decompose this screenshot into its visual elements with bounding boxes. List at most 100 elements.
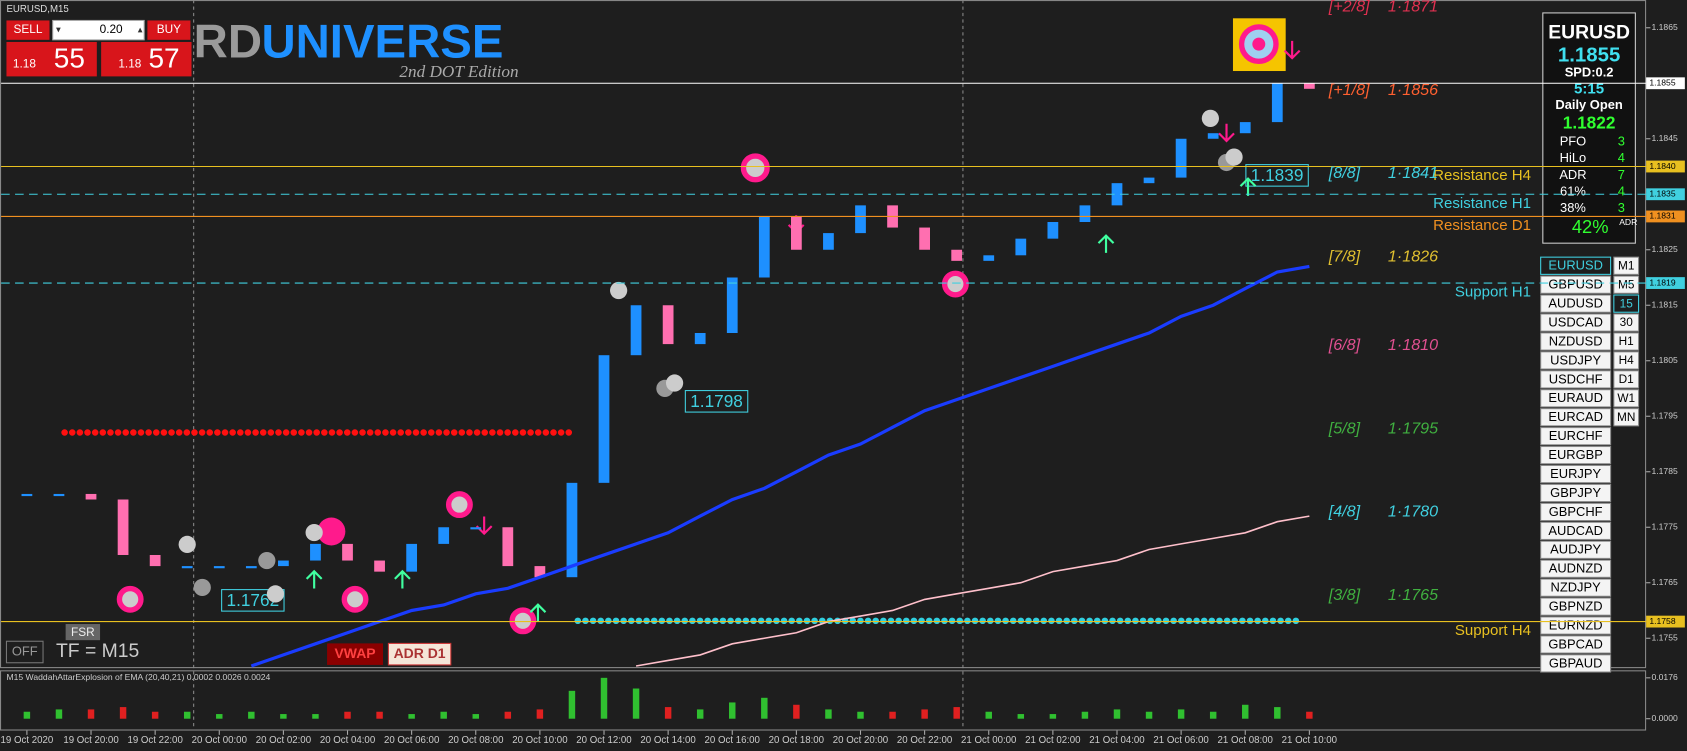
x-tick-label: 20 Oct 16:00 — [705, 735, 760, 746]
level-price-box — [1646, 277, 1685, 289]
symbol-button[interactable] — [1540, 351, 1612, 370]
murrey-label: [8/8] — [1328, 164, 1361, 182]
indicator-bar — [664, 707, 672, 719]
y-tick-label: 1.1805 — [1651, 355, 1678, 365]
symbol-button[interactable] — [1540, 313, 1612, 332]
candle — [1015, 238, 1027, 256]
symbol-button[interactable] — [1540, 370, 1612, 389]
tf-button[interactable] — [1613, 389, 1640, 408]
murrey-price: 1·1810 — [1388, 336, 1438, 354]
tf-button[interactable] — [1613, 275, 1640, 294]
indicator-bar — [568, 690, 576, 719]
symbol-label: AUDJPY — [1550, 542, 1601, 557]
signal-dot — [317, 517, 346, 546]
candle — [438, 527, 450, 544]
symbol-button[interactable] — [1540, 483, 1612, 503]
candle — [694, 333, 706, 345]
indicator-bar — [248, 711, 255, 719]
indicator-bar — [696, 709, 704, 719]
ask-box[interactable] — [101, 41, 192, 77]
indicator-bar — [151, 711, 159, 719]
info-box — [1542, 12, 1636, 244]
info-row-value: 7 — [1618, 167, 1625, 182]
candle — [1079, 205, 1091, 223]
info-adr-pct: 42% — [1572, 216, 1609, 237]
candle — [790, 216, 802, 250]
lot-field[interactable] — [52, 19, 145, 41]
symbol-label: EURGBP — [1548, 447, 1603, 462]
candle — [758, 216, 770, 278]
symbol-button[interactable] — [1540, 389, 1612, 408]
tf-label: H1 — [1619, 334, 1634, 348]
symbol-button[interactable] — [1540, 445, 1612, 465]
candle — [726, 277, 738, 334]
indicator-bar — [953, 707, 960, 719]
annotation: 1.1798 — [690, 391, 743, 411]
logo-edition: 2nd DOT Edition — [399, 62, 518, 81]
info-row-label: 38% — [1560, 200, 1586, 215]
indicator-bar — [408, 714, 415, 719]
symbol-button[interactable] — [1540, 332, 1612, 351]
symbol-button[interactable] — [1540, 597, 1612, 616]
signal-dot — [178, 535, 196, 554]
candle — [983, 255, 995, 261]
fsr-button[interactable] — [65, 624, 101, 641]
bid-box[interactable] — [6, 41, 97, 77]
symbol-button[interactable] — [1540, 635, 1612, 654]
y-tick-label: 1.1845 — [1651, 133, 1678, 143]
candle — [919, 227, 931, 250]
candle — [181, 566, 193, 569]
x-tick-label: 19 Oct 22:00 — [127, 735, 182, 746]
lot-spin: ▾ — [56, 25, 61, 36]
candle — [21, 493, 33, 497]
symbol-button[interactable] — [1540, 502, 1612, 522]
symbol-label: NZDUSD — [1549, 333, 1603, 348]
y-tick-label: 1.1815 — [1651, 300, 1678, 310]
symbol-button[interactable] — [1540, 540, 1612, 559]
symbol-button[interactable] — [1540, 427, 1612, 446]
ask-big: 1.18 — [118, 57, 141, 71]
candle — [310, 543, 321, 561]
tf-button[interactable] — [1613, 351, 1640, 370]
candle — [855, 205, 866, 234]
symbol-button[interactable] — [1540, 294, 1612, 313]
symbol-button[interactable] — [1540, 559, 1612, 578]
symbol-button[interactable] — [1540, 408, 1612, 427]
tf-button[interactable] — [1613, 370, 1640, 389]
symbol-label: GBPCAD — [1548, 636, 1603, 651]
signal-dot — [1252, 37, 1266, 51]
symbol-label: EURCHF — [1549, 428, 1603, 443]
symbol-button[interactable] — [1540, 256, 1612, 275]
info-row-label: 61% — [1560, 183, 1586, 198]
x-tick-label: 21 Oct 02:00 — [1025, 735, 1080, 746]
murrey-label: [6/8] — [1328, 336, 1361, 354]
buy-button[interactable] — [147, 20, 191, 40]
indicator-bar — [1209, 711, 1217, 719]
x-tick-label: 20 Oct 06:00 — [384, 735, 439, 746]
murrey-price: 1·1780 — [1388, 503, 1438, 521]
symbol-button[interactable] — [1540, 521, 1612, 541]
indicator-bar — [825, 709, 832, 719]
sell-button[interactable] — [6, 20, 50, 40]
vwap-button[interactable] — [327, 643, 384, 665]
off-button[interactable] — [5, 640, 44, 664]
tf-button[interactable] — [1613, 313, 1640, 332]
x-tick-label: 20 Oct 20:00 — [833, 735, 888, 746]
murrey-label: [5/8] — [1328, 419, 1361, 437]
symbol-button[interactable] — [1540, 578, 1612, 597]
tf-button[interactable] — [1613, 256, 1640, 275]
symbol-button[interactable] — [1540, 654, 1612, 673]
lot-spin: ▴ — [138, 25, 143, 36]
symbol-button[interactable] — [1540, 464, 1612, 484]
signal-dot — [941, 270, 969, 298]
tf-button[interactable] — [1613, 408, 1640, 427]
signal-dot — [1225, 148, 1243, 166]
indicator-bar — [440, 711, 447, 719]
up-arrow — [1097, 234, 1115, 253]
adr-button[interactable] — [387, 642, 452, 666]
tf-button[interactable] — [1613, 332, 1640, 351]
symbol-button[interactable] — [1540, 275, 1612, 294]
tf-button[interactable] — [1613, 294, 1640, 313]
indicator-bar — [1081, 711, 1089, 719]
